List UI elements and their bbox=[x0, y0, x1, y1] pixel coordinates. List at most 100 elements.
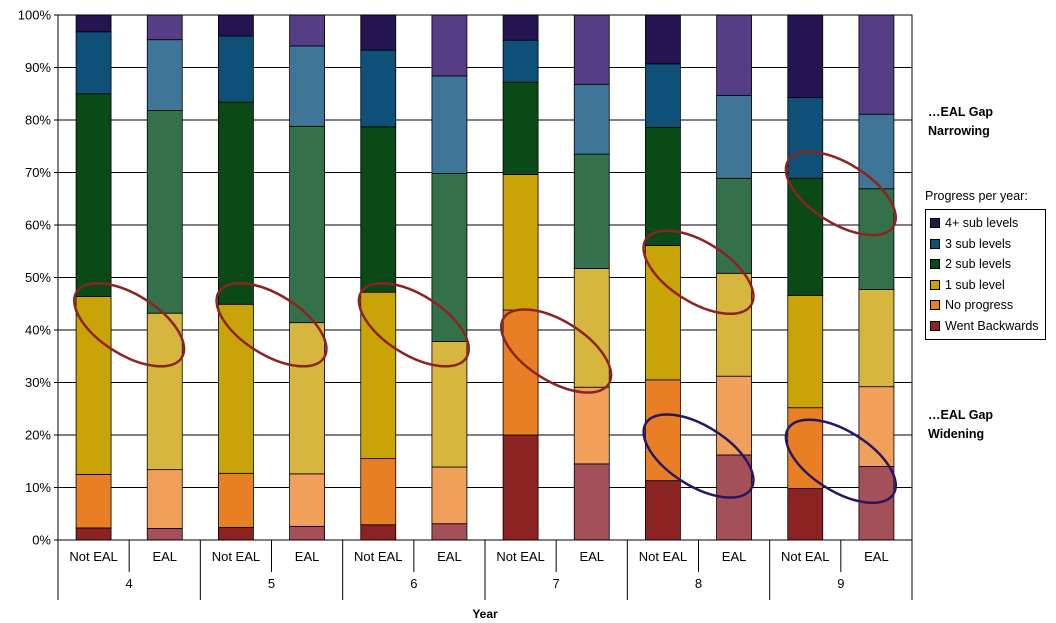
legend-box: 4+ sub levels 3 sub levels 2 sub levels … bbox=[925, 209, 1046, 340]
bar-segment bbox=[289, 125, 325, 324]
category-label: Not EAL bbox=[781, 549, 829, 564]
category-label: Not EAL bbox=[354, 549, 402, 564]
legend-item-backwards: Went Backwards bbox=[930, 316, 1039, 337]
bar-segment bbox=[502, 39, 539, 83]
bar-segment bbox=[360, 524, 397, 541]
bar-segment bbox=[502, 174, 539, 311]
bar-segment bbox=[573, 463, 610, 541]
category-label: EAL bbox=[295, 549, 320, 564]
legend-item-3: 3 sub levels bbox=[930, 234, 1039, 255]
legend-swatch-1 bbox=[930, 279, 940, 290]
bar-segment bbox=[431, 466, 468, 525]
category-label: Not EAL bbox=[212, 549, 260, 564]
y-tick-label: 60% bbox=[25, 218, 51, 233]
category-label: EAL bbox=[722, 549, 747, 564]
y-tick-label: 40% bbox=[25, 323, 51, 338]
bar-segment bbox=[360, 49, 397, 128]
legend-swatch-4plus bbox=[930, 218, 940, 229]
legend-swatch-2 bbox=[930, 259, 940, 270]
legend-swatch-backwards bbox=[930, 320, 940, 331]
group-label: 9 bbox=[837, 576, 844, 591]
group-label: 6 bbox=[410, 576, 417, 591]
y-tick-label: 100% bbox=[18, 8, 52, 23]
group-label: 5 bbox=[268, 576, 275, 591]
bar-segment bbox=[645, 480, 681, 541]
bar-segment bbox=[75, 31, 112, 95]
bar-segment bbox=[502, 81, 539, 175]
y-tick-label: 30% bbox=[25, 375, 51, 390]
bar-segment bbox=[360, 126, 397, 293]
bar-segment bbox=[218, 472, 254, 528]
y-tick-label: 10% bbox=[25, 480, 51, 495]
bar-segment bbox=[218, 35, 254, 103]
annotation-ellipse bbox=[784, 418, 898, 505]
bar-segment bbox=[75, 14, 112, 33]
bar-segment bbox=[218, 303, 254, 474]
bar-segment bbox=[716, 375, 752, 456]
legend-title: Progress per year: bbox=[925, 189, 1028, 203]
group-label: 8 bbox=[695, 576, 702, 591]
bar-segment bbox=[75, 295, 112, 475]
bar-segment bbox=[360, 291, 397, 460]
bar-segment bbox=[146, 312, 183, 471]
y-tick-label: 80% bbox=[25, 113, 51, 128]
bar-segment bbox=[645, 14, 681, 65]
category-label: Not EAL bbox=[69, 549, 117, 564]
bar-segment bbox=[218, 527, 254, 541]
gap-narrowing-line-2: Narrowing bbox=[928, 124, 990, 138]
annotation-ellipse bbox=[72, 281, 186, 368]
bar-segment bbox=[75, 473, 112, 529]
y-tick-label: 70% bbox=[25, 165, 51, 180]
annotation-ellipse bbox=[357, 281, 471, 368]
group-label: 7 bbox=[553, 576, 560, 591]
bar-segment bbox=[146, 110, 183, 314]
x-axis-title: Year bbox=[472, 607, 498, 621]
y-tick-label: 50% bbox=[25, 270, 51, 285]
bar-segment bbox=[431, 14, 468, 77]
bar-segment bbox=[75, 527, 112, 541]
legend-label-1: 1 sub level bbox=[945, 277, 1005, 292]
legend-item-1: 1 sub level bbox=[930, 275, 1039, 296]
y-tick-label: 0% bbox=[32, 533, 51, 548]
bar-segment bbox=[360, 14, 397, 51]
bar-segment bbox=[218, 14, 254, 37]
legend-label-none: No progress bbox=[945, 298, 1014, 313]
bar-segment bbox=[75, 93, 112, 297]
bar-segment bbox=[431, 341, 468, 468]
annotation-ellipse bbox=[215, 281, 328, 368]
bar-segment bbox=[289, 322, 325, 475]
bar-segment bbox=[645, 63, 681, 128]
gap-widening-line-2: Widening bbox=[928, 427, 985, 441]
bar-segment bbox=[431, 523, 468, 541]
gap-narrowing-note: …EAL Gap Narrowing bbox=[928, 103, 993, 141]
category-label: EAL bbox=[579, 549, 604, 564]
bar-segment bbox=[146, 39, 183, 111]
y-tick-label: 90% bbox=[25, 60, 51, 75]
bar-segment bbox=[858, 14, 895, 115]
bar-segment bbox=[431, 75, 468, 174]
legend-item-4plus: 4+ sub levels bbox=[930, 213, 1039, 234]
bar-segment bbox=[573, 386, 610, 465]
group-label: 4 bbox=[126, 576, 133, 591]
bar-segment bbox=[787, 488, 824, 541]
category-label: EAL bbox=[437, 549, 462, 564]
annotation-ellipse bbox=[499, 308, 613, 394]
bar-segment bbox=[431, 173, 468, 342]
category-label: EAL bbox=[864, 549, 889, 564]
bar-segment bbox=[858, 289, 895, 388]
bar-segment bbox=[858, 386, 895, 467]
bar-segment bbox=[716, 94, 752, 179]
legend-swatch-3 bbox=[930, 238, 940, 249]
bar-segment bbox=[716, 14, 752, 96]
bar-segment bbox=[146, 528, 183, 541]
bar-segment bbox=[787, 97, 824, 179]
annotation-ellipse bbox=[642, 229, 755, 316]
bar-segment bbox=[787, 177, 824, 296]
bar-segment bbox=[645, 126, 681, 246]
legend-label-4plus: 4+ sub levels bbox=[945, 216, 1019, 231]
legend-label-2: 2 sub levels bbox=[945, 257, 1012, 272]
y-tick-label: 20% bbox=[25, 428, 51, 443]
bar-segment bbox=[573, 14, 610, 85]
bar-segment bbox=[146, 14, 183, 41]
